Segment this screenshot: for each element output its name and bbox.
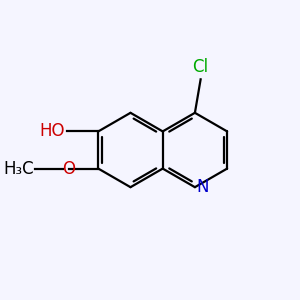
- Text: HO: HO: [40, 122, 65, 140]
- Text: Cl: Cl: [193, 58, 209, 76]
- Text: N: N: [196, 178, 209, 196]
- Text: H₃C: H₃C: [3, 160, 34, 178]
- Text: O: O: [62, 160, 75, 178]
